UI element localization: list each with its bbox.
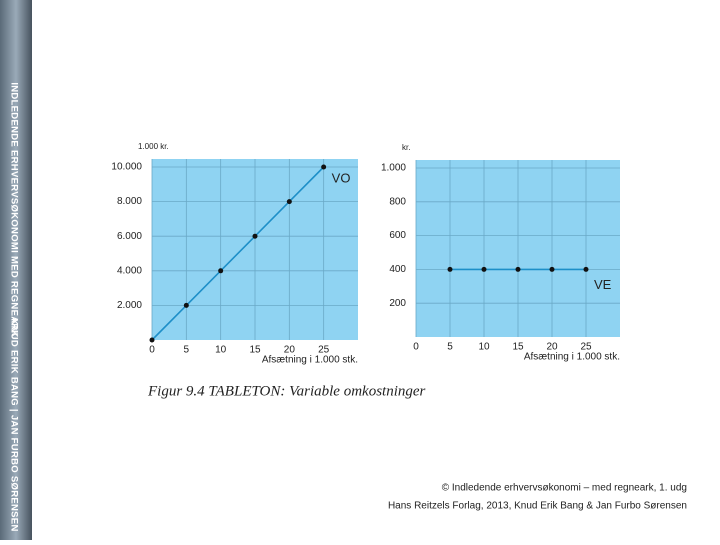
- x-axis-label: Afsætning i 1.000 stk.: [524, 352, 620, 363]
- caption: Figur 9.4 TABLETON: Variable omkostninge…: [147, 383, 426, 399]
- y-unit: kr.: [402, 143, 410, 152]
- y-tick-label: 8.000: [117, 196, 142, 207]
- x-tick-label: 10: [215, 345, 227, 356]
- y-unit: 1.000 kr.: [138, 142, 169, 151]
- series-line: [151, 166, 325, 341]
- x-tick-label: 5: [184, 345, 190, 356]
- x-tick-label: 0: [149, 345, 155, 356]
- data-point: [252, 233, 258, 239]
- y-tick-label: 200: [389, 298, 406, 309]
- y-tick-label: 600: [389, 230, 406, 241]
- sidebar-authors: KNUD ERIK BANG | JAN FURBO SØRENSEN: [8, 318, 19, 531]
- copyright: Hans Reitzels Forlag, 2013, Knud Erik Ba…: [388, 501, 687, 512]
- sidebar: [0, 0, 32, 540]
- data-point: [286, 199, 292, 205]
- x-tick-label: 25: [580, 342, 592, 353]
- x-tick-label: 25: [318, 345, 330, 356]
- x-tick-label: 0: [413, 342, 419, 353]
- x-tick-label: 5: [447, 342, 453, 353]
- x-tick-label: 20: [546, 342, 558, 353]
- data-point: [583, 266, 589, 272]
- y-tick-label: 4.000: [117, 265, 142, 276]
- data-point: [321, 164, 327, 170]
- copyright: © Indledende erhvervsøkonomi – med regne…: [442, 483, 687, 494]
- data-point: [515, 266, 521, 272]
- x-axis-label: Afsætning i 1.000 stk.: [262, 355, 358, 366]
- x-tick-label: 15: [512, 342, 524, 353]
- series-annotation: VE: [594, 277, 612, 292]
- y-tick-label: 10.000: [111, 162, 142, 173]
- x-tick-label: 20: [284, 345, 296, 356]
- data-point: [481, 266, 487, 272]
- x-tick-label: 15: [249, 345, 261, 356]
- series-annotation: VO: [332, 170, 351, 185]
- y-tick-label: 800: [389, 196, 406, 207]
- sidebar-title: INDLEDENDE ERHVERVSØKONOMI MED REGNEARK: [8, 82, 19, 337]
- data-point: [183, 302, 189, 308]
- y-tick-label: 6.000: [117, 231, 142, 242]
- data-point: [447, 266, 453, 272]
- y-tick-label: 2.000: [117, 300, 142, 311]
- data-point: [149, 337, 155, 343]
- y-tick-label: 1.000: [381, 163, 406, 174]
- data-point: [549, 266, 555, 272]
- x-tick-label: 10: [478, 342, 490, 353]
- y-tick-label: 400: [389, 264, 406, 275]
- data-point: [218, 268, 224, 274]
